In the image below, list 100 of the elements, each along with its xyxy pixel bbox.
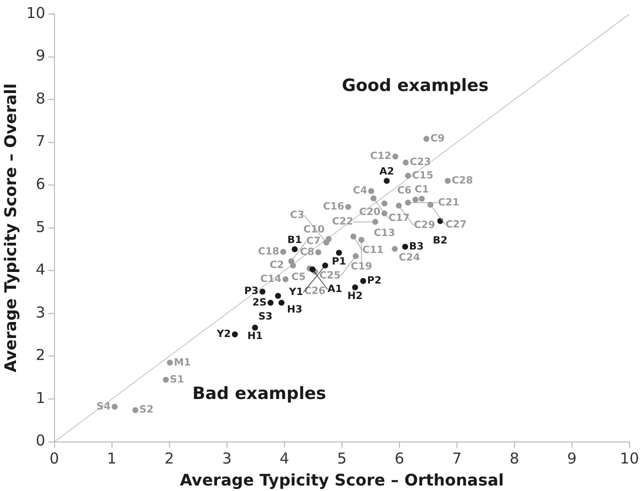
point (260, 288, 266, 295)
point (275, 292, 282, 299)
annotation: C4 (352, 186, 368, 197)
point (372, 218, 378, 225)
x-tick-label: 10 (620, 450, 640, 468)
annotation: B3 (409, 241, 424, 252)
y-tick-label: 0 (36, 432, 46, 450)
annotation: C16 (322, 202, 344, 213)
annotation: C19 (350, 261, 372, 272)
annotation: S1 (170, 374, 184, 386)
annotation: C11 (362, 245, 384, 256)
x-tick-label: 6 (394, 450, 404, 468)
annotation: C2 (270, 260, 284, 272)
point (352, 253, 359, 260)
point (352, 284, 358, 290)
x-tick-label: 3 (222, 450, 232, 468)
y-tick-label: 4 (36, 260, 46, 279)
point (282, 276, 289, 282)
annotation: C6 (397, 185, 412, 196)
point (412, 196, 418, 203)
point (322, 262, 328, 269)
y-axis-title: Average Typicity Score – Overall (0, 83, 20, 372)
annotation: H3 (287, 304, 302, 316)
annotation: C1 (414, 184, 430, 196)
annotation: C23 (410, 157, 432, 168)
y-tick-label: 2 (36, 346, 46, 364)
point (112, 404, 118, 410)
annotation: C13 (374, 228, 396, 239)
annotation: P1 (332, 256, 346, 268)
point (162, 376, 169, 383)
y-tick-label: 3 (36, 303, 46, 322)
annotation: C24 (398, 252, 420, 264)
y-tick-label: 1 (36, 388, 46, 407)
annotation: M1 (174, 357, 191, 368)
point (336, 250, 342, 256)
point (292, 246, 298, 252)
x-tick-label: 0 (50, 450, 60, 468)
annotation: P3 (244, 286, 259, 298)
annotation: C15 (412, 170, 434, 182)
y-tick-label: 9 (36, 46, 46, 65)
annotation: B1 (287, 234, 302, 246)
annotation: C14 (260, 274, 282, 285)
annotation: A1 (328, 284, 342, 295)
y-tick-label: 10 (26, 4, 46, 22)
annotation: B2 (432, 236, 448, 247)
point (402, 159, 409, 166)
annotation: C29 (414, 220, 436, 232)
x-tick-label: 4 (280, 450, 290, 468)
annotation: C18 (258, 246, 280, 258)
point (166, 360, 173, 366)
y-tick-label: 6 (36, 175, 46, 194)
annotation: H2 (347, 290, 363, 302)
point (370, 195, 377, 202)
point (315, 249, 322, 256)
point (384, 178, 390, 184)
x-tick-label: 5 (337, 450, 347, 468)
point (405, 172, 412, 179)
annotation: C25 (319, 270, 341, 282)
annotation: Y1 (288, 287, 304, 298)
point (232, 331, 238, 338)
x-tick-label: 2 (164, 450, 174, 468)
y-tick-label: 7 (36, 132, 46, 150)
annotation: S4 (96, 401, 111, 412)
point (444, 178, 451, 184)
annotation: C17 (388, 212, 410, 224)
point (392, 153, 398, 160)
point (402, 244, 408, 250)
y-tick-label: 5 (36, 218, 46, 236)
point (350, 233, 356, 240)
x-tick-label: 1 (107, 450, 117, 468)
annotation: P2 (367, 276, 382, 287)
point (132, 407, 138, 414)
point (323, 239, 330, 246)
annotation: A2 (379, 166, 394, 178)
point (423, 136, 430, 142)
point (360, 278, 366, 284)
point (268, 300, 274, 306)
annotation: C26 (304, 286, 326, 298)
annotation: Good examples (342, 76, 489, 96)
point (345, 204, 352, 210)
annotation: Y2 (216, 329, 231, 340)
y-tick-label: 8 (36, 89, 46, 108)
annotation: C21 (438, 197, 460, 208)
annotation: C5 (291, 272, 306, 284)
annotation: C22 (332, 216, 354, 228)
point (252, 324, 258, 331)
point (278, 300, 284, 306)
point (280, 248, 286, 255)
annotation: C20 (359, 207, 380, 218)
point (418, 196, 425, 202)
annotation: S2 (139, 404, 154, 416)
point (290, 262, 296, 269)
point (381, 200, 388, 207)
annotation: C7 (306, 236, 321, 247)
annotation: C9 (430, 134, 445, 145)
point (392, 246, 398, 252)
annotation: H1 (247, 331, 263, 342)
annotation: C8 (300, 246, 314, 258)
annotation: Bad examples (192, 384, 326, 404)
annotation: 2S (252, 297, 267, 308)
